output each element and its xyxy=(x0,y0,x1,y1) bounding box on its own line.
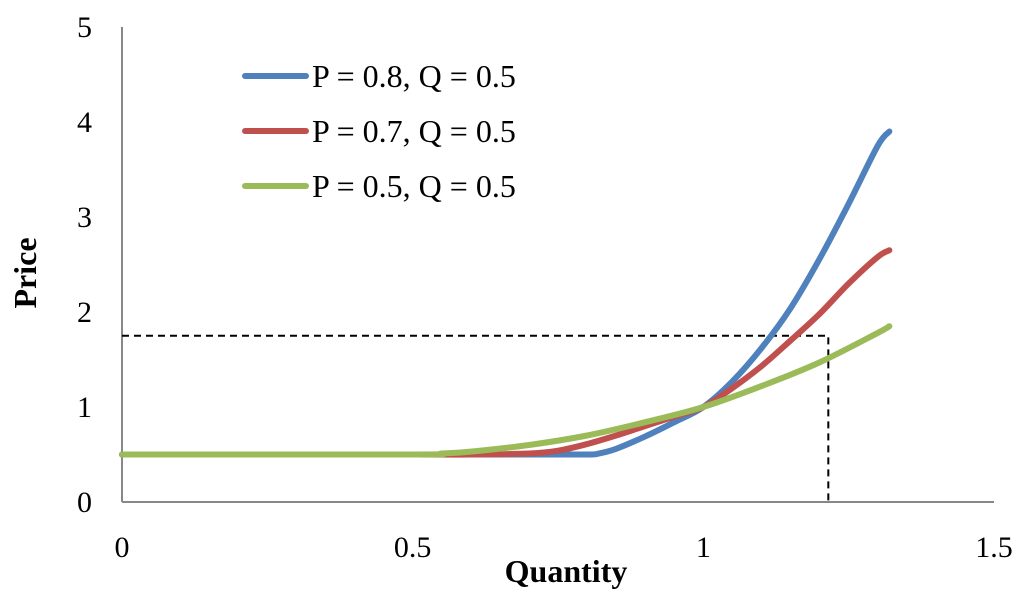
dashed-guides xyxy=(122,334,830,502)
axes xyxy=(121,27,994,503)
legend-label: P = 0.8, Q = 0.5 xyxy=(312,58,516,94)
y-tick-label: 3 xyxy=(77,201,92,234)
x-tick-label: 0 xyxy=(115,531,130,564)
x-tick-label: 1 xyxy=(696,531,711,564)
y-tick-label: 0 xyxy=(77,486,92,519)
y-tick-label: 5 xyxy=(77,11,92,44)
series-line xyxy=(119,247,893,458)
y-tick-label: 1 xyxy=(77,391,92,424)
legend-label: P = 0.5, Q = 0.5 xyxy=(312,168,516,204)
series-line xyxy=(119,323,893,458)
legend: P = 0.8, Q = 0.5 P = 0.7, Q = 0.5 P = 0.5,… xyxy=(242,58,516,204)
tick-labels: 0 0.5 1 1.5 0 1 2 3 4 5 xyxy=(77,11,1013,564)
x-tick-label: 0.5 xyxy=(394,531,432,564)
y-axis-label: Price xyxy=(7,237,43,308)
legend-label: P = 0.7, Q = 0.5 xyxy=(312,113,516,149)
dashed-guide-line xyxy=(122,334,830,502)
series-lines xyxy=(119,128,893,458)
x-axis-label: Quantity xyxy=(505,553,628,589)
x-tick-label: 1.5 xyxy=(975,531,1013,564)
y-tick-label: 2 xyxy=(77,296,92,329)
y-tick-label: 4 xyxy=(77,106,92,139)
